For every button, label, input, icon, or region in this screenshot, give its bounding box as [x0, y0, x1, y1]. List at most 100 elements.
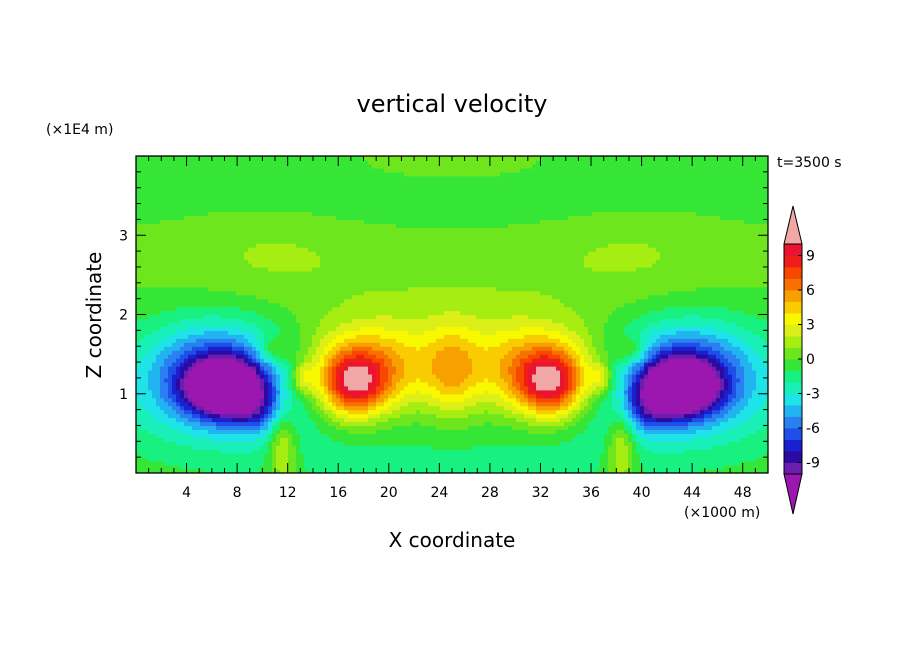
field-cell	[356, 366, 361, 371]
field-cell	[152, 278, 157, 284]
field-cell	[144, 433, 149, 438]
field-cell	[224, 262, 229, 268]
field-cell	[288, 445, 293, 450]
field-cell	[248, 377, 253, 383]
field-cell	[216, 219, 221, 224]
field-cell	[304, 159, 309, 165]
field-cell	[312, 377, 317, 383]
field-cell	[352, 469, 357, 473]
field-cell	[252, 247, 257, 252]
field-cell	[356, 461, 361, 466]
field-cell	[352, 453, 357, 458]
field-cell	[204, 156, 209, 161]
field-cell	[320, 366, 325, 371]
field-cell	[328, 433, 333, 438]
field-cell	[348, 159, 353, 165]
field-cell	[144, 191, 149, 197]
field-cell	[192, 266, 197, 272]
field-cell	[280, 346, 285, 351]
field-cell	[276, 159, 281, 165]
field-cell	[204, 453, 209, 458]
field-cell	[316, 199, 321, 205]
field-cell	[356, 330, 361, 335]
field-cell	[260, 366, 265, 371]
field-cell	[248, 219, 253, 224]
field-cell	[188, 381, 193, 387]
field-cell	[144, 362, 149, 367]
field-cell	[184, 262, 189, 268]
field-cell	[280, 465, 285, 470]
field-cell	[248, 207, 253, 213]
field-cell	[316, 156, 321, 161]
field-cell	[196, 266, 201, 272]
field-cell	[240, 175, 245, 181]
field-cell	[176, 429, 181, 434]
field-cell	[280, 203, 285, 209]
field-cell	[244, 393, 249, 399]
field-cell	[252, 223, 257, 228]
field-cell	[180, 338, 185, 343]
field-cell	[296, 445, 301, 450]
field-cell	[136, 381, 141, 387]
field-cell	[216, 255, 221, 260]
field-cell	[364, 266, 369, 272]
field-cell	[232, 223, 237, 228]
field-cell	[208, 211, 213, 217]
field-cell	[212, 278, 217, 284]
field-cell	[268, 179, 273, 185]
field-cell	[212, 409, 217, 415]
field-cell	[204, 163, 209, 169]
field-cell	[300, 366, 305, 371]
field-cell	[228, 338, 233, 343]
field-cell	[224, 310, 229, 316]
field-cell	[236, 453, 241, 458]
field-cell	[232, 334, 237, 339]
field-cell	[332, 342, 337, 347]
field-cell	[336, 215, 341, 220]
field-cell	[232, 282, 237, 288]
field-cell	[204, 310, 209, 316]
field-cell	[200, 389, 205, 395]
field-cell	[204, 358, 209, 363]
field-cell	[380, 310, 385, 316]
field-cell	[228, 421, 233, 427]
field-cell	[328, 322, 333, 327]
field-cell	[140, 429, 145, 434]
field-cell	[276, 239, 281, 244]
field-cell	[344, 358, 349, 363]
field-cell	[216, 385, 221, 391]
field-cell	[184, 346, 189, 351]
field-cell	[316, 437, 321, 442]
field-cell	[352, 389, 357, 395]
field-cell	[144, 156, 149, 161]
field-cell	[196, 461, 201, 466]
field-cell	[216, 433, 221, 438]
field-cell	[148, 457, 153, 462]
field-cell	[228, 167, 233, 173]
field-cell	[308, 354, 313, 359]
field-cell	[136, 239, 141, 244]
field-cell	[172, 282, 177, 288]
field-cell	[240, 417, 245, 423]
field-cell	[324, 239, 329, 244]
field-cell	[336, 429, 341, 434]
field-cell	[236, 290, 241, 296]
field-cell	[164, 199, 169, 205]
field-cell	[208, 223, 213, 228]
field-cell	[236, 227, 241, 232]
field-cell	[232, 342, 237, 347]
field-cell	[264, 417, 269, 423]
field-cell	[308, 310, 313, 316]
field-cell	[152, 167, 157, 173]
field-cell	[292, 437, 297, 442]
field-cell	[204, 322, 209, 327]
field-cell	[332, 156, 337, 161]
field-cell	[348, 156, 353, 161]
field-cell	[252, 290, 257, 296]
field-cell	[352, 314, 357, 320]
field-cell	[376, 465, 381, 470]
field-cell	[352, 409, 357, 415]
field-cell	[152, 251, 157, 256]
field-cell	[320, 278, 325, 284]
field-cell	[224, 203, 229, 209]
